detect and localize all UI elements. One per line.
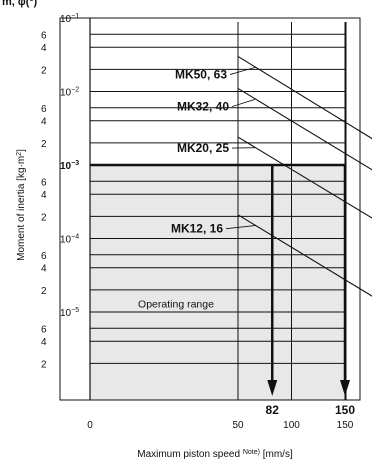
y-tick-label: 6 bbox=[41, 177, 47, 188]
tick-labels: 10−1 6 4 2 10−2 6 4 2 10−3 6 4 2 10−4 6 4 2 10−5 6 4 2 0 50 10… bbox=[41, 13, 354, 431]
speed-arrow-head bbox=[267, 380, 278, 396]
x-tick-label: 150 bbox=[337, 420, 354, 431]
y-tick-label: 2 bbox=[41, 212, 47, 223]
operating-range-label: Operating range bbox=[138, 299, 214, 311]
series-label: MK50, 63 bbox=[175, 68, 227, 82]
x-tick-label: 100 bbox=[283, 420, 300, 431]
x-tick-label: 0 bbox=[87, 420, 93, 431]
y-tick-label: 2 bbox=[41, 286, 47, 297]
speed-marker-label: 150 bbox=[335, 403, 355, 417]
y-tick-label: 2 bbox=[41, 65, 47, 76]
y-tick-label: 6 bbox=[41, 251, 47, 262]
series-label: MK32, 40 bbox=[177, 100, 229, 114]
series-leader bbox=[225, 225, 256, 230]
x-axis-title: Maximum piston speed Note) [mm/s] bbox=[137, 449, 293, 460]
series-label: MK12, 16 bbox=[171, 222, 223, 236]
y-tick-label: 10−5 bbox=[60, 307, 79, 319]
chart-text: Operating range Maximum piston speed Note… bbox=[16, 149, 293, 460]
operating-range-area bbox=[90, 165, 345, 400]
operating-range-fill bbox=[90, 165, 345, 400]
y-tick-label: 6 bbox=[41, 30, 47, 41]
chart-header: m, φ(º) bbox=[2, 0, 38, 8]
y-tick-label: 10−2 bbox=[60, 87, 79, 99]
y-tick-label: 10−3 bbox=[60, 160, 79, 172]
series-label: MK20, 25 bbox=[177, 141, 229, 155]
series-line bbox=[237, 55, 372, 140]
y-tick-label: 4 bbox=[41, 337, 47, 348]
y-tick-label: 6 bbox=[41, 104, 47, 115]
y-tick-label: 2 bbox=[41, 139, 47, 150]
y-tick-label: 4 bbox=[41, 264, 47, 275]
series-leader bbox=[229, 66, 256, 75]
speed-markers: 82 150 bbox=[90, 163, 355, 417]
y-tick-label: 4 bbox=[41, 43, 47, 54]
y-tick-label: 6 bbox=[41, 324, 47, 335]
y-tick-label: 10−1 bbox=[60, 13, 79, 25]
y-tick-label: 4 bbox=[41, 190, 47, 201]
x-tick-label: 50 bbox=[232, 420, 244, 431]
y-axis-title: Moment of inertia [kg·m2] bbox=[16, 149, 27, 261]
y-tick-label: 2 bbox=[41, 359, 47, 370]
y-tick-label: 4 bbox=[41, 117, 47, 128]
speed-marker-label: 82 bbox=[266, 403, 280, 417]
series-leader bbox=[231, 98, 256, 107]
plot-frame bbox=[59, 17, 361, 401]
y-tick-label: 10−4 bbox=[60, 234, 79, 246]
speed-arrow-head bbox=[340, 380, 350, 396]
